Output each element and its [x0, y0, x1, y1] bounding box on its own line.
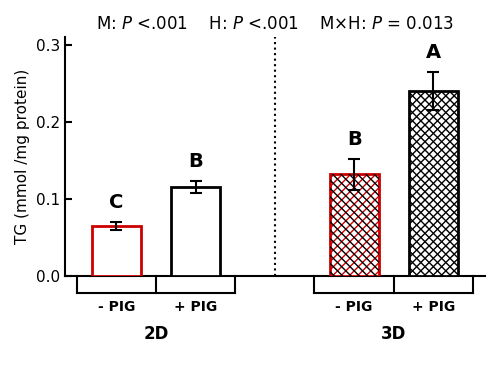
Text: 3D: 3D	[381, 325, 406, 343]
Y-axis label: TG (mmol /mg protein): TG (mmol /mg protein)	[15, 69, 30, 244]
Text: B: B	[188, 152, 203, 171]
Title: M: $\mathbf{\it{P}}$ <.001    H: $\mathbf{\it{P}}$ <.001    M×H: $\mathbf{\it{P}: M: $\mathbf{\it{P}}$ <.001 H: $\mathbf{\…	[96, 15, 454, 33]
Text: B: B	[347, 130, 362, 149]
Text: + PIG: + PIG	[174, 300, 217, 314]
Text: - PIG: - PIG	[98, 300, 135, 314]
Text: - PIG: - PIG	[336, 300, 373, 314]
Bar	[330, 174, 378, 276]
Text: A: A	[426, 43, 441, 62]
Bar	[171, 187, 220, 276]
Bar	[409, 91, 458, 276]
Text: C: C	[109, 193, 124, 212]
Bar	[409, 91, 458, 276]
Text: + PIG: + PIG	[412, 300, 455, 314]
Bar	[92, 226, 141, 276]
Bar	[330, 174, 378, 276]
Text: 2D: 2D	[143, 325, 169, 343]
